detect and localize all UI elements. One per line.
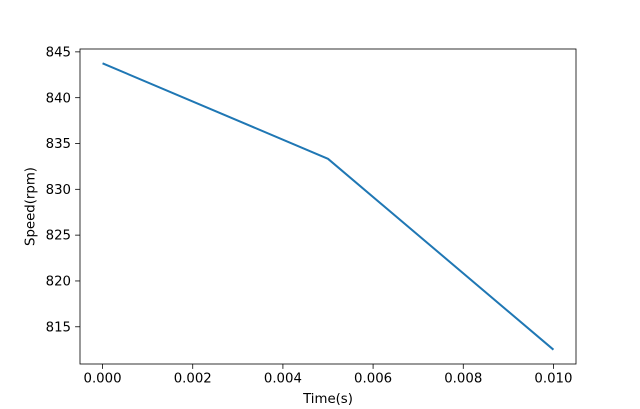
y-tick-label: 825 (46, 229, 71, 244)
y-tick-label: 840 (46, 91, 71, 106)
y-tick-label: 835 (46, 137, 71, 152)
y-tick-label: 815 (46, 320, 71, 335)
x-tick-label: 0.004 (264, 372, 302, 387)
x-tick-label: 0.006 (354, 372, 392, 387)
x-axis-label: Time(s) (302, 392, 353, 407)
x-tick-label: 0.000 (84, 372, 122, 387)
y-axis-ticks: 815 820 825 830 835 840 845 (46, 45, 80, 335)
x-tick-label: 0.008 (444, 372, 482, 387)
plot-area-border (79, 48, 577, 365)
y-tick-label: 830 (46, 183, 71, 198)
x-tick-label: 0.002 (174, 372, 212, 387)
x-axis-ticks: 0.000 0.002 0.004 0.006 0.008 0.010 (84, 364, 572, 387)
speed-line (102, 62, 555, 351)
y-tick-label: 845 (46, 45, 71, 60)
y-axis-label: Speed(rpm) (24, 167, 39, 246)
x-tick-label: 0.010 (534, 372, 572, 387)
y-tick-label: 820 (46, 275, 71, 290)
